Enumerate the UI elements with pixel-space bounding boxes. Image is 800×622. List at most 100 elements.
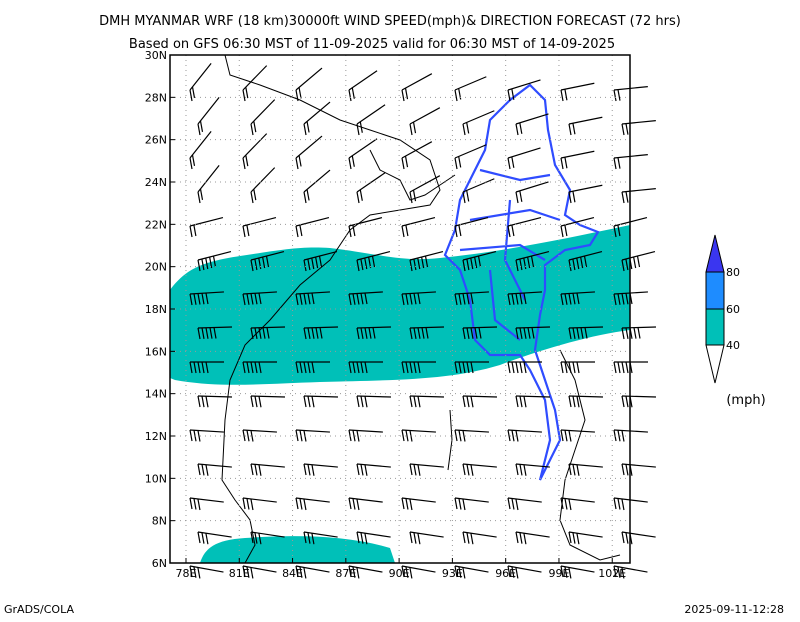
barb-feather xyxy=(197,327,201,340)
barb-feather xyxy=(299,224,303,237)
barb-feather xyxy=(265,255,270,268)
barb-feather xyxy=(454,293,458,306)
barb-feather xyxy=(625,396,629,408)
barb-shaft xyxy=(348,217,383,227)
barb-shaft xyxy=(560,217,595,227)
barb-shaft xyxy=(507,217,542,227)
barb-shaft xyxy=(621,395,657,398)
barb-feather xyxy=(568,259,572,272)
barb-feather xyxy=(519,258,523,271)
barb-shaft xyxy=(197,326,233,329)
barb-feather xyxy=(613,361,617,374)
barb-shaft xyxy=(613,86,648,91)
barb-shaft xyxy=(348,70,378,91)
barb-shaft xyxy=(560,429,595,433)
barb-feather xyxy=(617,224,621,237)
barb-feather xyxy=(507,497,511,510)
subtitle: Based on GFS 06:30 MST of 11-09-2025 val… xyxy=(129,37,615,52)
barb-feather xyxy=(201,258,205,271)
barb-feather xyxy=(621,259,625,272)
barb-feather xyxy=(405,430,409,442)
barb-shaft xyxy=(242,133,268,159)
barb-feather xyxy=(458,498,462,510)
lon-tick-label: 78E xyxy=(176,567,197,580)
barb-shaft xyxy=(250,167,276,193)
barb-feather xyxy=(523,327,527,339)
barb-shaft xyxy=(568,116,603,125)
barb-feather xyxy=(201,327,205,339)
barb-feather xyxy=(621,567,625,579)
barb-feather xyxy=(364,327,368,339)
barb-feather xyxy=(519,361,523,374)
lat-tick-label: 22N xyxy=(145,218,167,231)
barb-feather xyxy=(413,396,417,408)
barb-feather xyxy=(405,293,409,305)
barb-shaft xyxy=(462,251,497,261)
barb-feather xyxy=(515,259,519,272)
barb-shaft xyxy=(303,169,331,193)
barb-shaft xyxy=(462,395,498,398)
barb-feather xyxy=(515,430,519,442)
barb-feather xyxy=(201,532,205,544)
barb-feather xyxy=(568,191,572,204)
barb-feather xyxy=(462,191,466,204)
lat-tick-label: 30N xyxy=(145,49,167,62)
barb-feather xyxy=(413,293,417,305)
barb-feather xyxy=(625,123,629,135)
barb-feather xyxy=(576,533,580,545)
barb-feather xyxy=(576,292,580,305)
lat-tick-label: 12N xyxy=(145,430,167,443)
barb-feather xyxy=(303,259,307,272)
barb-feather xyxy=(303,531,307,544)
barb-feather xyxy=(621,293,625,305)
barb-feather xyxy=(193,566,197,578)
barb-feather xyxy=(401,565,405,578)
barb-feather xyxy=(564,293,568,305)
barb-feather xyxy=(412,189,417,202)
barb-feather xyxy=(466,464,470,476)
barb-feather xyxy=(295,429,299,442)
barb-feather xyxy=(617,498,621,510)
barb-feather xyxy=(409,361,413,374)
barb-shaft xyxy=(568,395,604,398)
barb-feather xyxy=(356,463,360,476)
barb-feather xyxy=(189,497,193,510)
barb-feather xyxy=(359,189,363,201)
barb-shaft xyxy=(568,463,603,468)
barb-shaft xyxy=(189,130,212,159)
barb-feather xyxy=(311,464,315,476)
barb-feather xyxy=(458,156,462,168)
barb-feather xyxy=(625,293,629,305)
lon-tick-label: 96E xyxy=(495,567,516,580)
barb-shaft xyxy=(242,65,268,91)
barb-feather xyxy=(197,293,201,305)
legend-swatch xyxy=(705,271,725,310)
barb-feather xyxy=(254,532,258,544)
barb-shaft xyxy=(621,326,657,329)
barb-feather xyxy=(617,430,621,442)
barb-feather xyxy=(303,395,307,408)
lon-tick-label: 99E xyxy=(548,567,569,580)
barb-feather xyxy=(201,396,205,408)
barb-feather xyxy=(205,361,209,374)
barb-shaft xyxy=(454,291,489,295)
barb-feather xyxy=(266,327,270,339)
barb-feather xyxy=(242,565,246,578)
barb-feather xyxy=(523,361,527,374)
barb-shaft xyxy=(515,395,551,398)
barb-feather xyxy=(258,533,262,545)
barb-feather xyxy=(356,361,360,374)
barb-feather xyxy=(352,566,356,578)
barb-feather xyxy=(201,361,205,374)
barb-feather xyxy=(617,89,621,101)
barb-feather xyxy=(621,395,625,408)
barb-shaft xyxy=(303,326,339,329)
barb-feather xyxy=(360,258,364,271)
barb-feather xyxy=(568,361,572,374)
barb-feather xyxy=(409,531,413,544)
barb-feather xyxy=(356,259,360,272)
barb-shaft xyxy=(295,291,330,295)
barb-feather xyxy=(311,327,315,339)
barb-feather xyxy=(372,327,376,339)
